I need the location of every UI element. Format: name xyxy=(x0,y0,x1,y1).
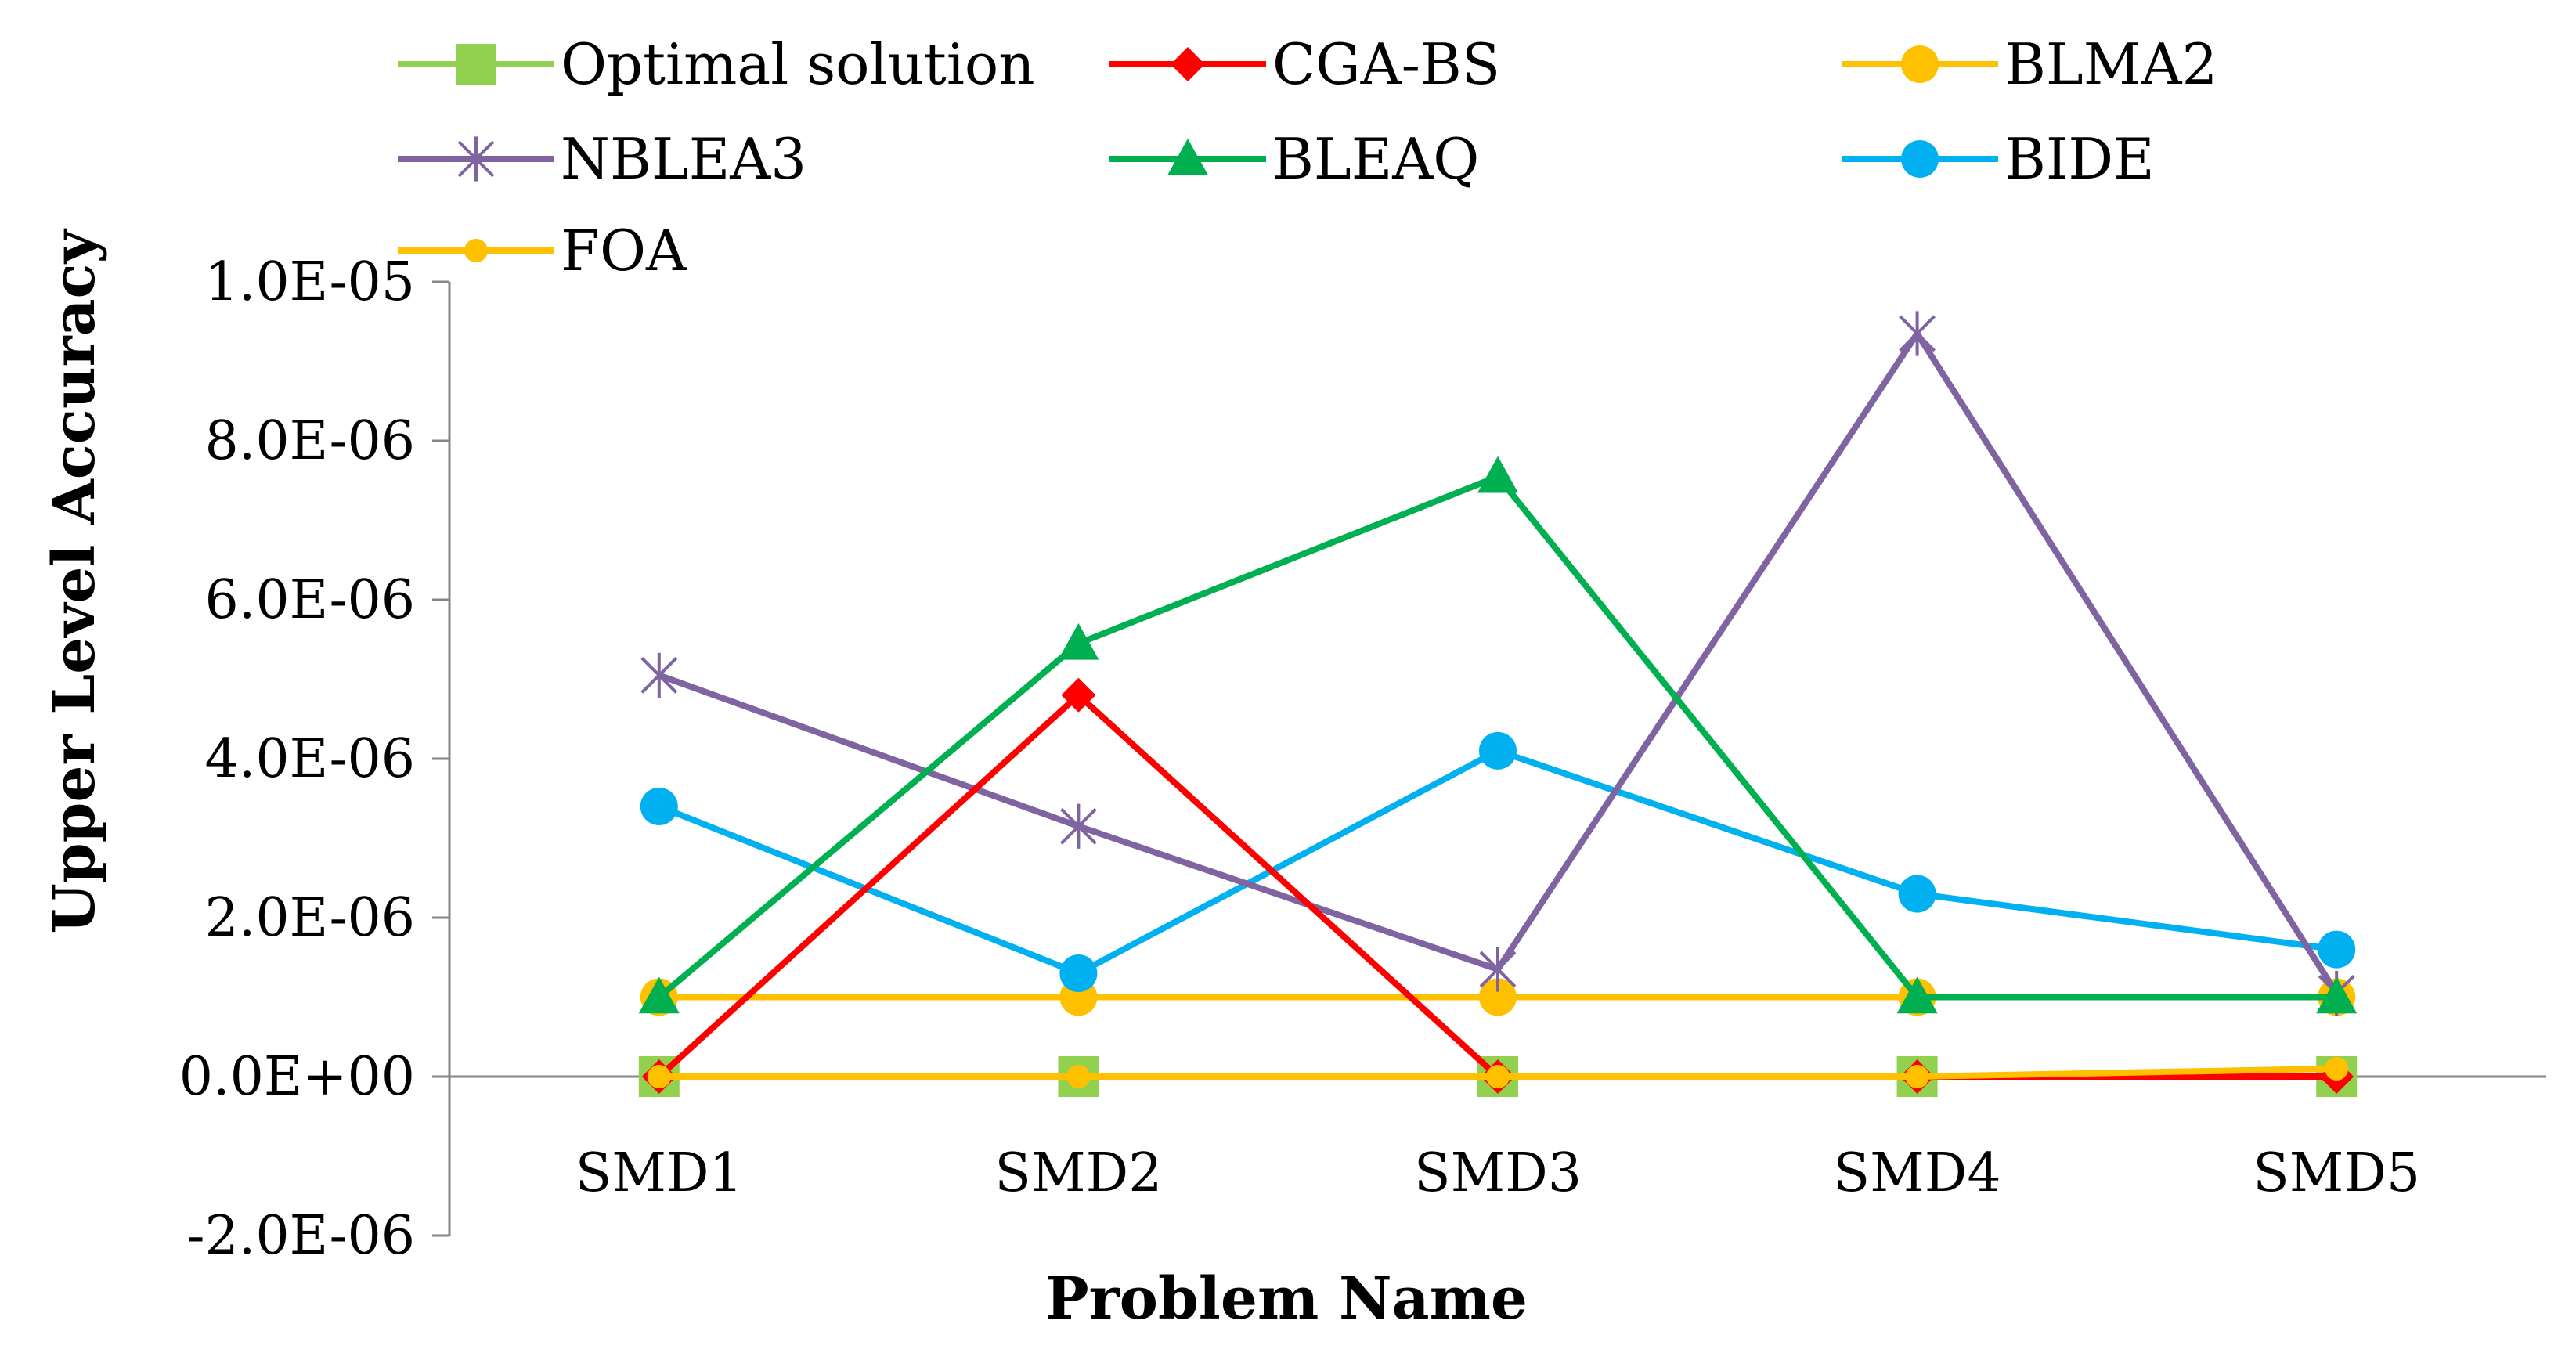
data-point-marker xyxy=(1058,622,1099,660)
data-point-marker xyxy=(1479,731,1517,770)
y-axis-title: Upper Level Accuracy xyxy=(41,228,108,933)
y-tick-label: 4.0E-06 xyxy=(204,728,415,790)
data-point-marker xyxy=(2318,930,2356,969)
x-tick-label: SMD1 xyxy=(575,1142,743,1204)
y-tick-label: 0.0E+00 xyxy=(179,1046,415,1108)
legend-marker xyxy=(1901,45,1939,83)
legend-marker xyxy=(457,136,495,182)
legend-marker xyxy=(1171,47,1205,81)
series-nblea3 xyxy=(640,311,2355,1016)
data-point-marker xyxy=(1477,456,1518,493)
data-point-marker xyxy=(2316,976,2358,1014)
legend-marker xyxy=(464,239,488,262)
data-point-marker xyxy=(1479,947,1517,992)
legend-label: BIDE xyxy=(2004,126,2155,192)
data-point-marker xyxy=(1479,978,1517,1016)
y-tick-label: 6.0E-06 xyxy=(204,569,415,631)
data-point-marker xyxy=(1486,1065,1510,1088)
series-layer xyxy=(638,311,2358,1097)
data-point-marker xyxy=(640,787,678,825)
x-tick-label: SMD2 xyxy=(994,1142,1162,1204)
legend-item: FOA xyxy=(398,218,687,283)
legend-marker xyxy=(1167,139,1208,175)
data-point-marker xyxy=(1896,976,1938,1014)
data-point-marker xyxy=(1059,954,1098,993)
legend-label: NBLEA3 xyxy=(561,126,806,192)
legend-item: BLMA2 xyxy=(1842,31,2217,97)
series-bide xyxy=(640,731,2356,993)
legend-label: Optimal solution xyxy=(561,31,1035,97)
data-point-marker xyxy=(638,976,680,1014)
data-point-marker xyxy=(1066,1065,1091,1088)
legend-label: CGA-BS xyxy=(1272,31,1500,97)
data-point-marker xyxy=(1905,1065,1929,1088)
legend-item: CGA-BS xyxy=(1109,31,1500,97)
x-tick-label: SMD4 xyxy=(1834,1142,2001,1204)
series-bleaq xyxy=(638,456,2358,1014)
x-axis-title: Problem Name xyxy=(1045,1265,1528,1333)
x-tick-label: SMD3 xyxy=(1414,1142,1582,1204)
y-tick-label: 1.0E-05 xyxy=(204,251,415,313)
legend-item: NBLEA3 xyxy=(398,126,806,192)
y-tick-label: -2.0E-06 xyxy=(186,1205,415,1267)
series-foa xyxy=(647,1056,2349,1088)
y-tick-label: 2.0E-06 xyxy=(204,887,415,949)
data-point-marker xyxy=(647,1065,671,1088)
data-point-marker xyxy=(1899,311,1936,356)
y-ticks: -2.0E-06 0.0E+00 2.0E-06 4.0E-06 6.0E-06 8.0E… xyxy=(179,251,449,1267)
legend-marker xyxy=(456,44,496,85)
legend-item: Optimal solution xyxy=(398,31,1035,97)
legend: Optimal solution CGA-BS BLMA2 NBLEA3 BLEAQ BI… xyxy=(398,31,2217,283)
data-point-marker xyxy=(1898,875,1936,913)
x-tick-label: SMD5 xyxy=(2253,1142,2420,1204)
legend-item: BIDE xyxy=(1842,126,2155,192)
data-point-marker xyxy=(640,652,678,698)
legend-label: BLMA2 xyxy=(2004,31,2217,97)
legend-label: BLEAQ xyxy=(1272,126,1479,192)
legend-label: FOA xyxy=(561,218,687,283)
x-ticks: SMD1 SMD2 SMD3 SMD4 SMD5 xyxy=(575,1142,2420,1204)
data-point-marker xyxy=(1059,803,1097,849)
legend-item: BLEAQ xyxy=(1109,126,1479,192)
legend-marker xyxy=(1901,140,1939,178)
y-tick-label: 8.0E-06 xyxy=(204,410,415,472)
data-point-marker xyxy=(2325,1056,2349,1081)
data-point-marker xyxy=(1061,677,1096,713)
series-line xyxy=(658,330,2340,995)
